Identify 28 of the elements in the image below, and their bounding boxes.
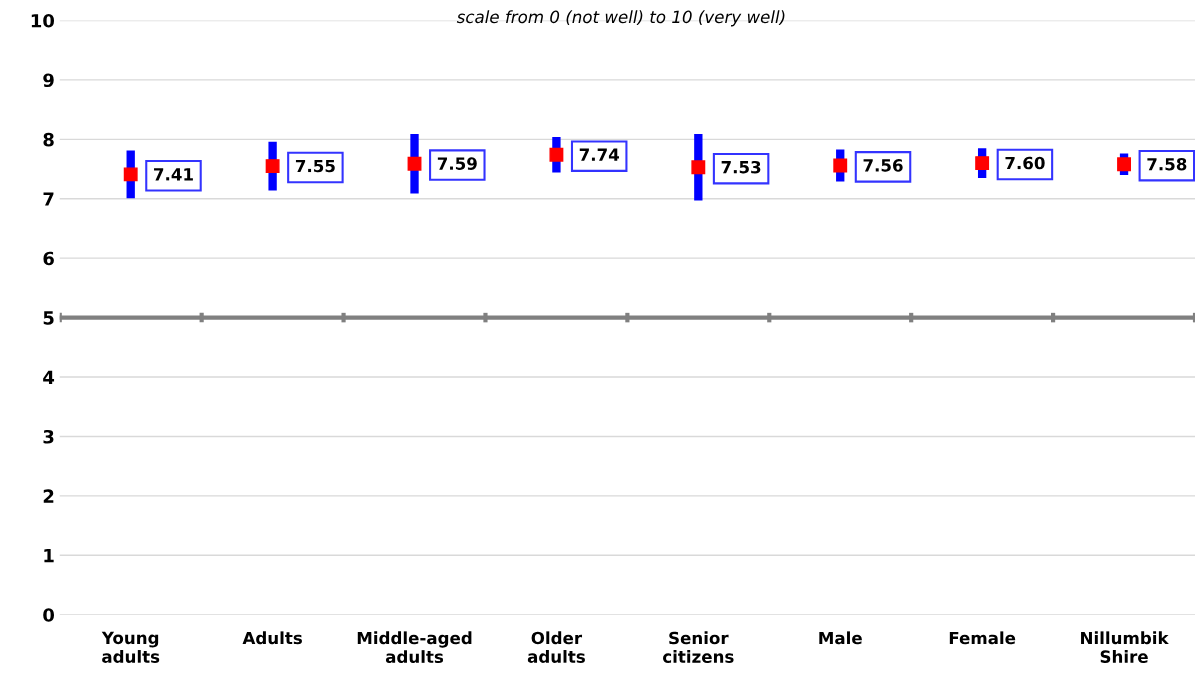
- data-label: 7.74: [579, 148, 619, 161]
- data-label: 7.53: [721, 160, 761, 174]
- y-tick-label: 10: [31, 13, 55, 28]
- data-label: 7.55: [295, 159, 335, 173]
- y-tick-label: 0: [43, 608, 55, 622]
- x-tick-label: Nillumbik Shire: [1081, 631, 1169, 663]
- y-tick-label: 9: [43, 73, 54, 88]
- y-tick-label: 7: [43, 192, 54, 206]
- data-label: 7.56: [863, 159, 903, 172]
- y-tick-label: 4: [43, 370, 55, 384]
- y-tick-label: 1: [44, 548, 54, 563]
- x-tick-label: Male: [819, 631, 862, 645]
- x-tick-label: Adults: [242, 631, 302, 645]
- y-tick-label: 8: [43, 132, 54, 147]
- y-tick-label: 6: [43, 251, 54, 266]
- x-tick-label: Female: [949, 631, 1016, 645]
- chart-subtitle: scale from 0 (not well) to 10 (very well): [456, 10, 785, 27]
- x-tick-label: Senior citizens: [663, 631, 734, 663]
- y-tick-label: 3: [43, 429, 54, 444]
- y-tick-label: 2: [43, 489, 54, 503]
- x-tick-label: Middle-aged adults: [357, 631, 472, 664]
- x-tick-label: Young adults: [101, 631, 160, 663]
- data-label: 7.60: [1005, 156, 1045, 170]
- data-label: 7.41: [154, 168, 193, 181]
- data-label: 7.59: [437, 157, 477, 170]
- x-tick-label: Older adults: [527, 631, 585, 663]
- y-tick-label: 5: [43, 311, 54, 325]
- data-label: 7.58: [1147, 157, 1187, 171]
